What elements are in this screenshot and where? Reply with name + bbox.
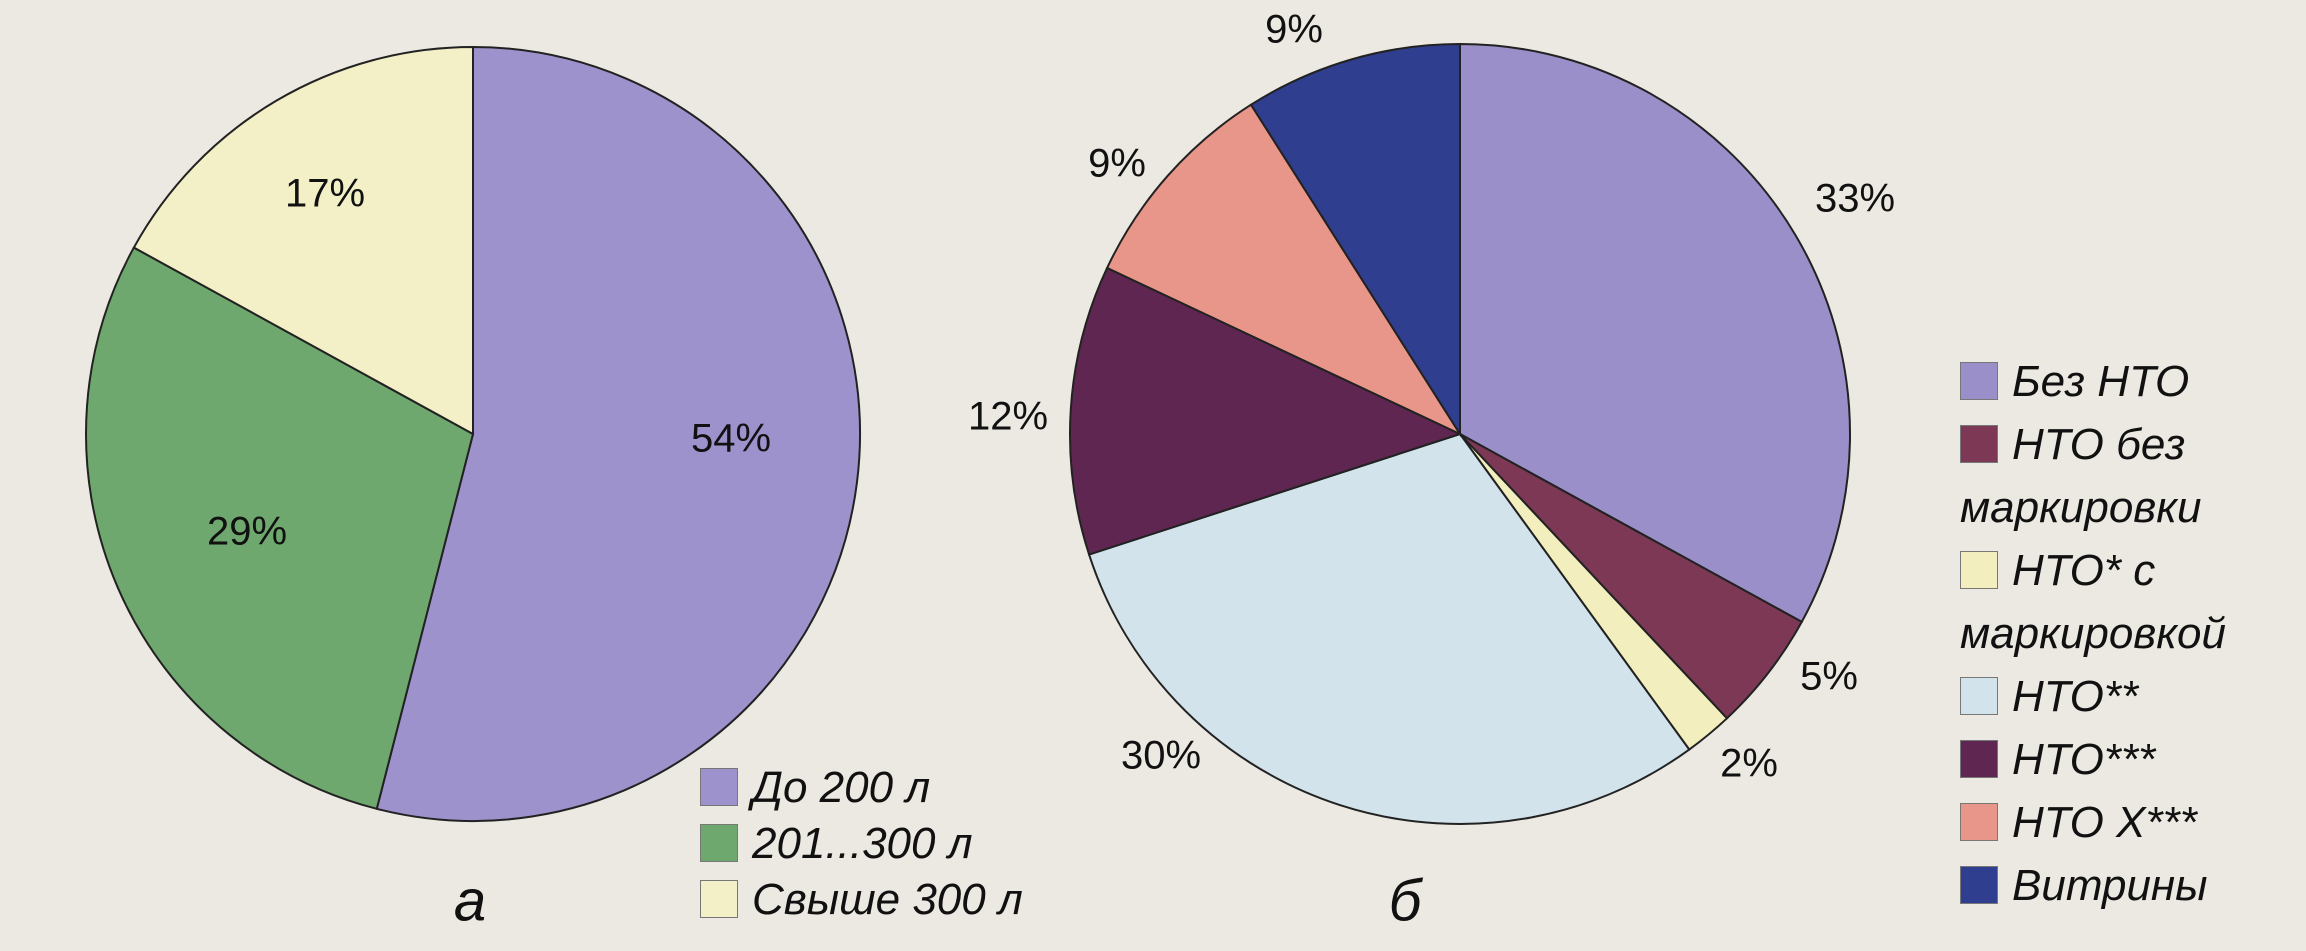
legend-swatch [700,768,738,806]
legend: До 200 л 201...300 л Свыше 300 л [700,760,1100,928]
legend-label: НТО без маркировки [1960,420,2202,532]
legend-label: НТО*** [2012,735,2156,784]
slice-label: 5% [1800,655,1858,699]
legend-swatch [1960,803,1998,841]
pie-slice [85,246,475,811]
legend-item: НТО** [1960,665,2290,728]
legend-swatch [1960,362,1998,400]
legend-swatch [1960,866,1998,904]
legend-item: НТО* с маркировкой [1960,539,2290,665]
slice-label: 9% [1265,8,1323,52]
legend-label: 201...300 л [752,819,973,868]
legend-item: НТО Х*** [1960,791,2290,854]
legend-swatch [1960,677,1998,715]
legend-swatch [700,880,738,918]
slice-label: 2% [1720,742,1778,786]
legend-swatch [1960,551,1998,589]
legend-item: Витрины [1960,854,2290,917]
legend-label: НТО** [2012,672,2139,721]
legend-label: Без НТО [2012,357,2190,406]
legend-label: НТО* с маркировкой [1960,546,2226,658]
slice-label: 30% [1121,734,1201,778]
chart-caption: б [1389,868,1424,933]
legend-item: Без НТО [1960,350,2290,413]
legend-label: Свыше 300 л [752,875,1023,924]
pie-slice [1459,42,1851,624]
legend-item: НТО без маркировки [1960,413,2290,539]
legend-item: Свыше 300 л [700,872,1100,928]
slice-label: 33% [1815,177,1895,221]
legend-swatch [1960,425,1998,463]
legend-swatch [1960,740,1998,778]
pie-slice [1069,266,1463,556]
slice-label: 17% [285,172,365,216]
legend-item: До 200 л [700,760,1100,816]
legend-swatch [700,824,738,862]
chart-caption: а [454,868,486,933]
pie-slice [375,45,861,822]
legend: Без НТО НТО без маркировки НТО* с маркиров… [1960,350,2290,917]
pie-slice [1087,432,1691,826]
pie-slice [132,45,474,436]
pie-slice [1249,42,1461,438]
legend-item: 201...300 л [700,816,1100,872]
legend-label: До 200 л [752,763,931,812]
slice-label: 9% [1088,142,1146,186]
slice-label: 54% [691,417,771,461]
legend-item: НТО*** [1960,728,2290,791]
legend-label: НТО Х*** [2012,798,2197,847]
slice-label: 29% [207,510,287,554]
legend-label: Витрины [2012,861,2208,910]
pie-slice [1105,103,1463,437]
slice-label: 12% [968,395,1048,439]
